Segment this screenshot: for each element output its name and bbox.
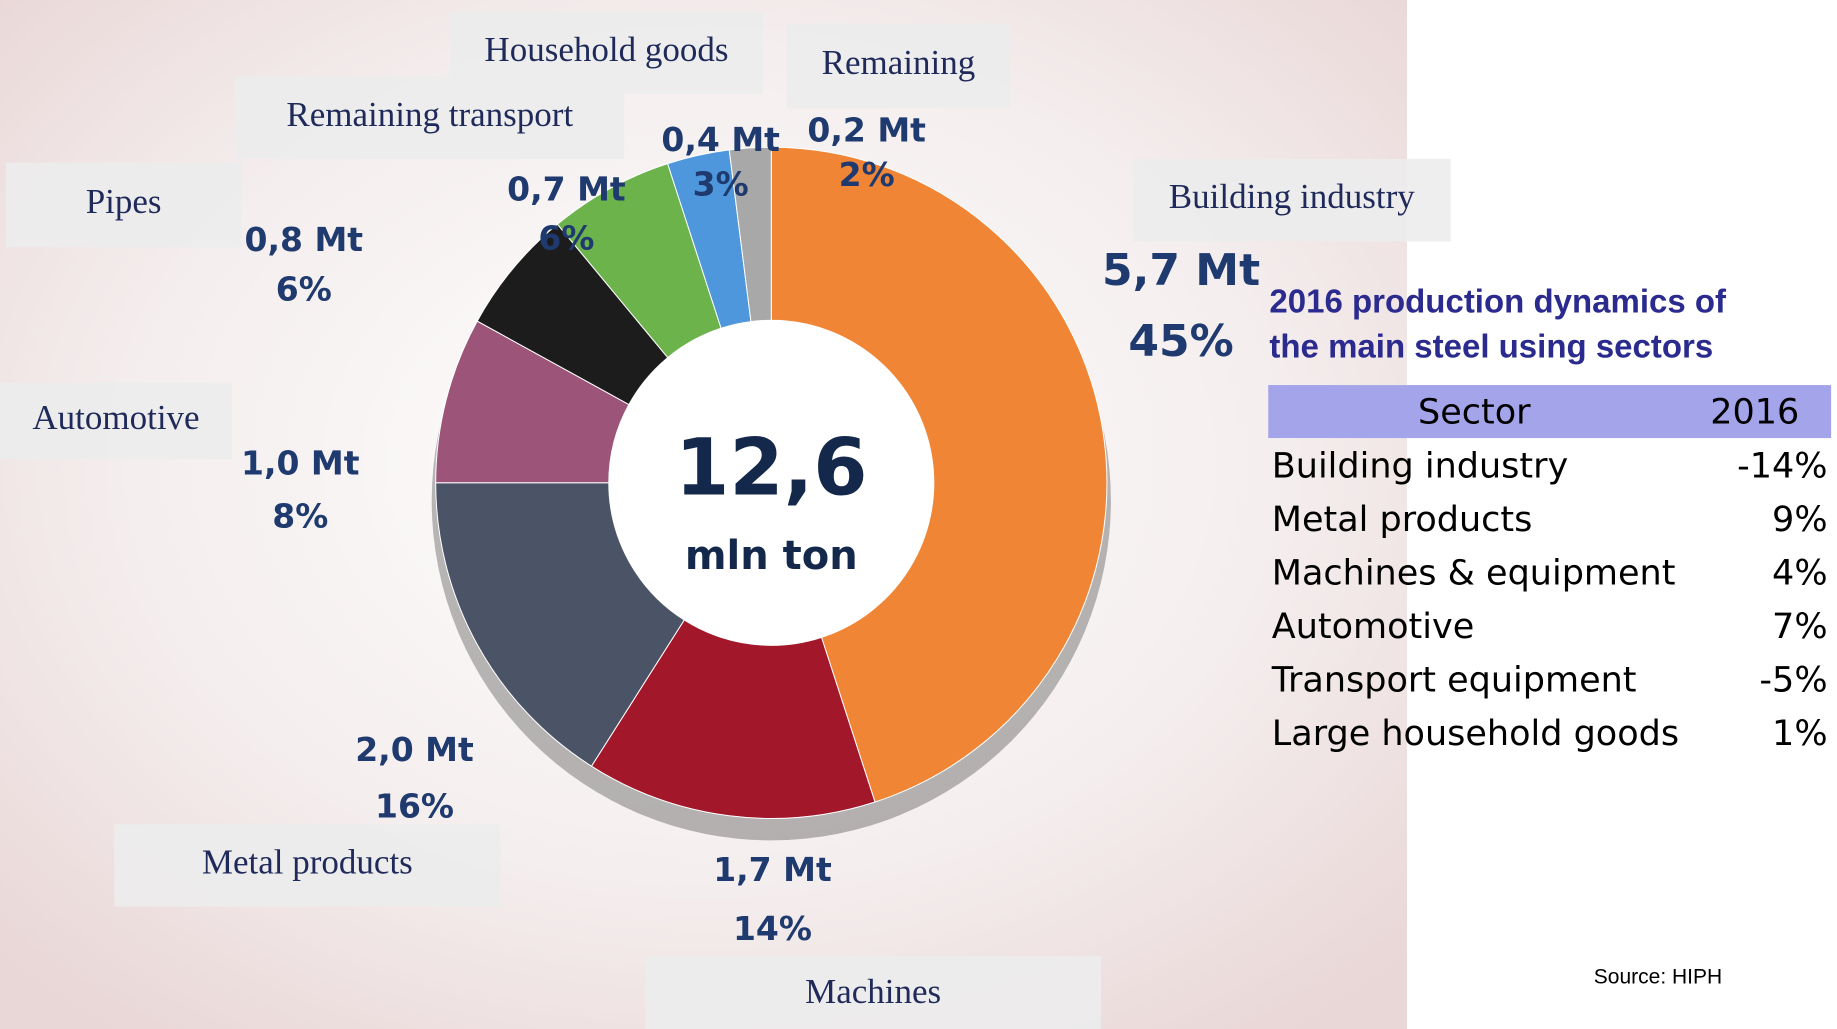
label-box (786, 23, 1011, 109)
label-box (0, 382, 232, 460)
tonnage-label: 1,7 Mt (713, 850, 832, 889)
percent-label: 14% (733, 909, 812, 948)
table-header: 2016 (1710, 392, 1799, 432)
category-label: Household goods (484, 30, 728, 69)
category-label: Automotive (32, 398, 199, 437)
category-label: Remaining (822, 43, 976, 82)
percent-label: 6% (276, 269, 332, 308)
table-cell: 7% (1772, 607, 1828, 647)
table-cell: -14% (1737, 446, 1827, 486)
table-cell: Metal products (1272, 500, 1533, 540)
table-cell: Transport equipment (1271, 660, 1637, 700)
percent-label: 2% (839, 155, 895, 194)
table-title: the main steel using sectors (1269, 327, 1713, 364)
table-cell: -5% (1759, 660, 1827, 700)
percent-label: 3% (693, 165, 749, 204)
category-label: Pipes (86, 182, 162, 221)
tonnage-label: 0,8 Mt (245, 220, 364, 259)
tonnage-label: 0,7 Mt (507, 169, 626, 208)
percent-label: 16% (375, 786, 454, 825)
category-label: Metal products (202, 843, 413, 882)
table-cell: Automotive (1272, 607, 1474, 647)
table-cell: 9% (1772, 500, 1828, 540)
table-cell: Building industry (1272, 446, 1568, 486)
donut-hole (608, 320, 934, 646)
source: Source: HIPH (1594, 966, 1722, 989)
tonnage-label: 0,4 Mt (661, 120, 780, 159)
table-cell: Large household goods (1272, 714, 1679, 754)
tonnage-label: 2,0 Mt (355, 730, 474, 769)
percent-label: 6% (538, 219, 594, 258)
percent-label: 45% (1128, 316, 1233, 367)
total-value: 12,6 (675, 423, 867, 513)
tonnage-label: 5,7 Mt (1102, 245, 1260, 296)
table-header: Sector (1418, 392, 1531, 432)
donut-chart: 12,6 mln ton Building industry 5,7 Mt 45% Mac… (0, 11, 1451, 1029)
label-box (645, 956, 1102, 1029)
category-label: Building industry (1169, 177, 1415, 216)
table: 2016 production dynamics of the main stee… (1268, 283, 1832, 754)
table-header-bg (1268, 385, 1832, 439)
label-box (1132, 158, 1451, 242)
tonnage-label: 1,0 Mt (241, 444, 360, 483)
category-label: Machines (805, 972, 941, 1011)
table-cell: 4% (1772, 553, 1828, 593)
category-label: Remaining transport (286, 95, 573, 134)
total-unit: mln ton (685, 533, 858, 579)
percent-label: 8% (272, 497, 328, 536)
table-cell: 1% (1772, 714, 1828, 754)
table-title: 2016 production dynamics of (1269, 283, 1727, 320)
tonnage-label: 0,2 Mt (807, 110, 926, 149)
label-box (5, 162, 242, 248)
label-box (114, 824, 501, 907)
table-cell: Machines & equipment (1272, 553, 1676, 593)
label-box (449, 11, 764, 95)
